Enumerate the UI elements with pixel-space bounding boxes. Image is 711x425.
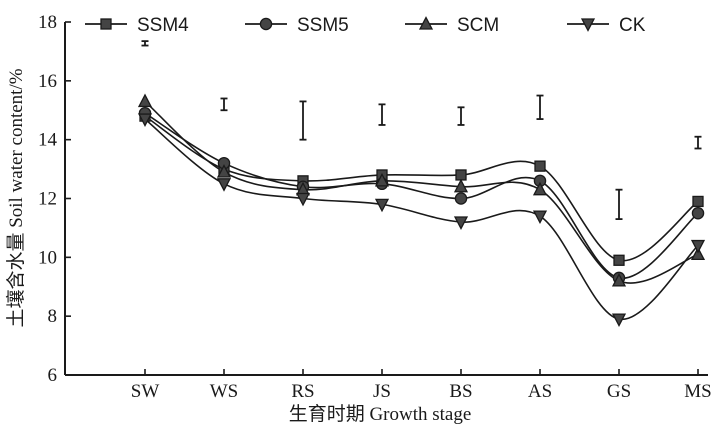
series-line-ssm4	[144, 115, 699, 262]
legend-item-ck: CK	[567, 15, 646, 36]
x-tick-label: AS	[528, 381, 552, 402]
legend-item-ssm5: SSM5	[245, 15, 349, 36]
error-bar-as	[536, 94, 544, 120]
error-bar-ws	[220, 97, 228, 112]
point-scm	[137, 93, 153, 108]
point-ck	[453, 216, 469, 230]
legend-marker-ssm5	[259, 17, 273, 31]
series-lines	[144, 100, 699, 320]
point-ssm5	[454, 192, 468, 205]
legend-label: CK	[619, 15, 646, 36]
point-ck	[295, 192, 311, 207]
point-scm	[532, 181, 548, 196]
y-tick-label: 18	[38, 12, 57, 33]
error-bars	[141, 40, 702, 220]
error-bar-rs	[299, 100, 307, 141]
point-scm	[611, 272, 627, 287]
error-bar-bs	[457, 106, 465, 126]
y-tick-label: 14	[38, 130, 58, 151]
point-ssm4	[455, 169, 467, 181]
point-ck	[690, 239, 706, 254]
error-bar-sw	[141, 40, 149, 47]
error-bar-gs	[615, 188, 623, 220]
x-axis-title: 生育时期 Growth stage	[289, 403, 472, 425]
axes: 6 8 10 12 14 16 18 SW WS RS JS BS AS GS MS	[38, 12, 711, 402]
x-tick-label: JS	[373, 381, 391, 402]
point-ssm4	[613, 254, 625, 266]
point-ssm4	[692, 195, 704, 208]
legend-marker-ck	[580, 18, 596, 32]
y-tick-label: 10	[38, 247, 57, 268]
legend: SSM4 SSM5 SCM CK	[85, 15, 646, 36]
point-ck	[137, 113, 153, 127]
legend-marker-ssm4	[100, 18, 112, 30]
series-line-ssm5	[144, 112, 699, 279]
x-tick-label: BS	[449, 381, 472, 402]
point-ssm5	[691, 206, 705, 220]
point-scm	[453, 178, 469, 193]
legend-item-ssm4: SSM4	[85, 15, 189, 36]
y-tick-label: 12	[38, 189, 57, 210]
legend-label: SCM	[457, 15, 499, 36]
legend-item-scm: SCM	[405, 15, 499, 36]
y-tick-label: 16	[38, 71, 57, 92]
x-tick-label: WS	[210, 381, 239, 402]
legend-marker-scm	[418, 16, 434, 30]
x-tick-label: RS	[291, 381, 314, 402]
point-ck	[374, 198, 390, 213]
error-bar-ms	[694, 135, 702, 150]
y-axis-title: 土壤含水量 Soil water content/%	[5, 68, 27, 327]
x-tick-label: GS	[607, 381, 631, 402]
point-ck	[532, 210, 548, 225]
legend-label: SSM5	[297, 15, 349, 36]
series-markers	[137, 93, 706, 328]
point-scm	[690, 246, 706, 261]
point-scm	[374, 172, 390, 187]
y-tick-label: 6	[48, 365, 58, 386]
y-tick-label: 8	[48, 306, 58, 327]
x-tick-label: SW	[131, 381, 160, 402]
point-ck	[216, 178, 232, 192]
point-ssm4	[534, 160, 546, 172]
error-bar-js	[378, 103, 386, 126]
series-line-ck	[144, 118, 699, 320]
x-tick-label: MS	[684, 381, 711, 402]
legend-label: SSM4	[137, 15, 189, 36]
point-ck	[611, 313, 627, 328]
point-scm	[216, 164, 232, 178]
